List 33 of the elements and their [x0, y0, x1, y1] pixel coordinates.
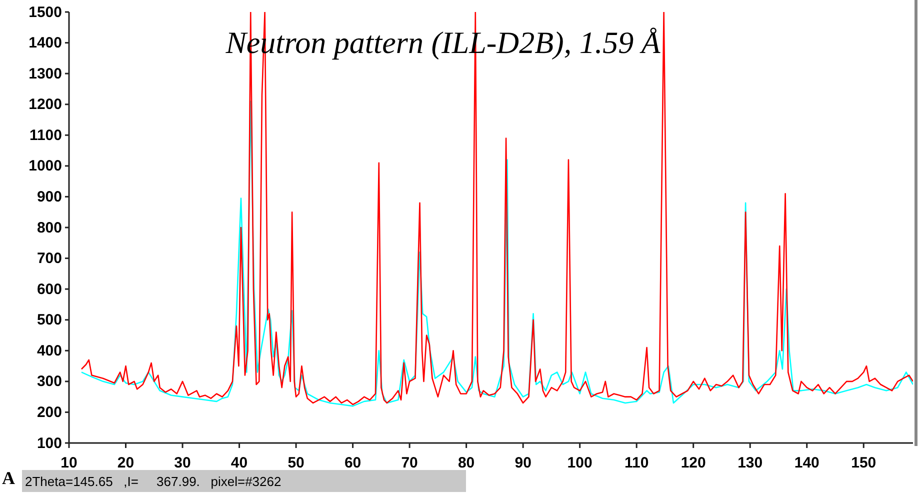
x-tick-label: 80 — [458, 454, 475, 472]
y-tick-label: 100 — [36, 434, 62, 452]
x-tick-label: 20 — [117, 454, 134, 472]
y-tick-label: 600 — [36, 280, 62, 298]
y-tick-label: 800 — [36, 219, 62, 236]
y-tick-label: 1200 — [28, 96, 62, 114]
x-tick-label: 30 — [174, 454, 191, 472]
y-tick-label: 1300 — [28, 65, 62, 82]
x-tick-label: 50 — [288, 454, 304, 472]
x-tick-label: 10 — [60, 454, 78, 472]
y-tick-label: 400 — [36, 342, 62, 360]
text: 2Theta=145.65 ,I= 367.99. pixel=#3262 — [25, 474, 282, 489]
y-tick-label: 1000 — [28, 158, 62, 175]
x-tick-label: 130 — [738, 454, 763, 472]
y-tick-label: 200 — [36, 404, 62, 422]
y-tick-label: 900 — [36, 188, 62, 206]
x-tick-label: 110 — [624, 454, 649, 472]
line-series — [80, 12, 913, 406]
x-tick-label: 90 — [514, 454, 532, 472]
x-tick-label: 60 — [344, 454, 362, 472]
y-tick-label: 1400 — [28, 34, 62, 52]
y-tick-label: 500 — [36, 312, 62, 329]
x-tick-label: 120 — [680, 454, 706, 472]
text: A — [2, 468, 15, 488]
x-tick-label: 100 — [567, 454, 592, 472]
x-tick-label: 140 — [794, 454, 820, 472]
y-tick-label: 300 — [36, 373, 62, 390]
y-tick-label: 1500 — [28, 4, 62, 21]
y-tick-label: 1100 — [29, 126, 62, 144]
x-tick-label: 150 — [851, 454, 876, 472]
y-tick-label: 700 — [36, 250, 62, 268]
x-tick-label: 40 — [230, 454, 248, 472]
x-tick-label: 70 — [401, 454, 418, 472]
